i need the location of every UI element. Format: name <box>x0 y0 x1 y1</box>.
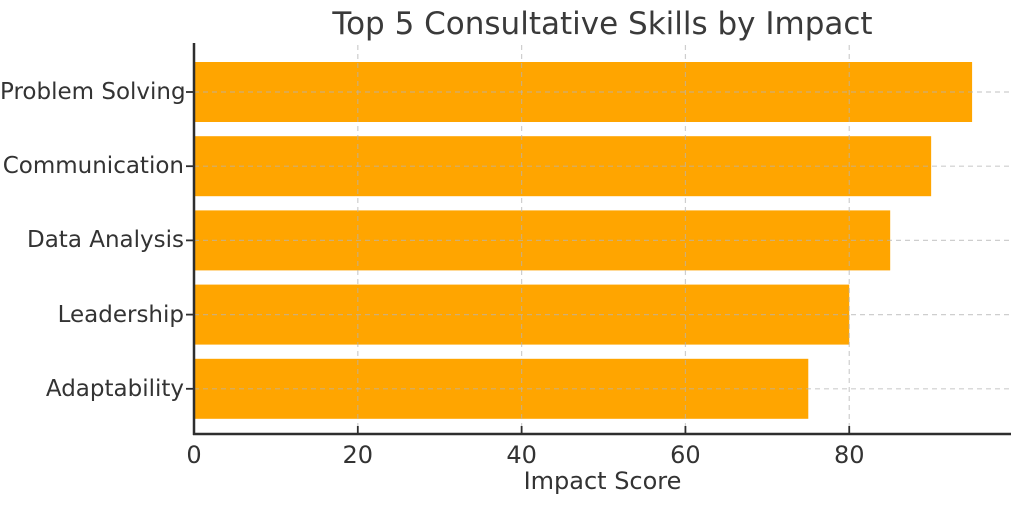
category-label-0: Problem Solving <box>0 79 186 105</box>
category-label-1: Communication <box>2 153 184 180</box>
x-tick-label-1: 20 <box>342 441 374 469</box>
x-axis-title: Impact Score <box>523 467 682 495</box>
x-tick-label-0: 0 <box>186 441 202 469</box>
x-tick-label-2: 40 <box>506 441 537 469</box>
x-tick-label-4: 80 <box>833 441 865 469</box>
category-label-2: Data Analysis <box>27 227 184 254</box>
x-tick-label-3: 60 <box>670 441 701 469</box>
category-label-3: Leadership <box>57 301 184 328</box>
bar-2 <box>195 210 891 271</box>
category-label-4: Adaptability <box>45 375 184 402</box>
chart-title: Top 5 Consultative Skills by Impact <box>332 6 873 42</box>
